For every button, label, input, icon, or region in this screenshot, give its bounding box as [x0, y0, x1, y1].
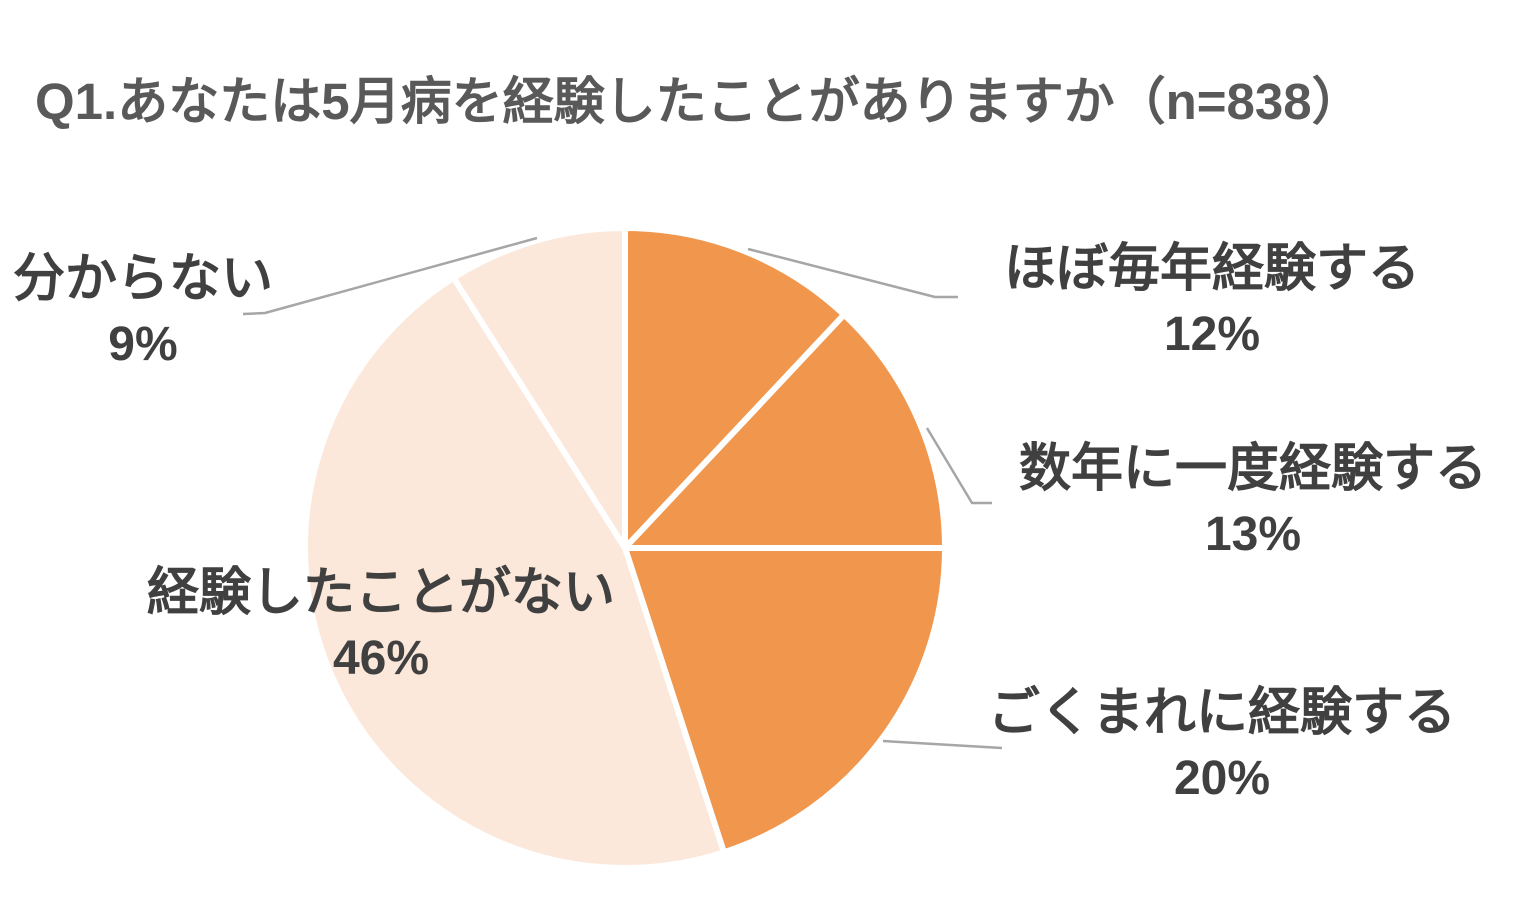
leader-line-slice-1	[925, 427, 992, 505]
pie-slice-2	[622, 545, 948, 856]
slice-percent: 9%	[108, 318, 178, 371]
pie-slice-0	[622, 225, 848, 551]
slice-name: 経験したことがない	[146, 564, 616, 622]
slice-name: ごくまれに経験する	[987, 684, 1457, 742]
slice-label-almost-every-year: ほぼ毎年経験する 12%	[1004, 236, 1420, 368]
slice-percent: 20%	[1173, 752, 1271, 805]
slice-name: 数年に一度経験する	[1018, 440, 1488, 498]
chart-title: Q1.あなたは5月病を経験したことがありますか（n=838）	[35, 73, 1363, 130]
slice-percent: 12%	[1163, 308, 1261, 361]
slice-label-dont-know: 分からない 9%	[13, 246, 273, 378]
slice-percent: 46%	[332, 632, 430, 685]
slice-name: ほぼ毎年経験する	[1003, 240, 1421, 298]
leader-line-slice-2	[882, 739, 1003, 750]
pie-slice-1	[622, 311, 948, 551]
slice-label-once-in-several-years: 数年に一度経験する 13%	[1019, 436, 1487, 568]
slice-label-never-experienced: 経験したことがない 46%	[147, 560, 615, 692]
slice-percent: 13%	[1204, 508, 1302, 561]
slice-name: 分からない	[12, 250, 274, 308]
leader-line-slice-0	[747, 247, 958, 299]
pie-slice-4	[450, 225, 628, 551]
slice-label-very-rarely: ごくまれに経験する 20%	[988, 680, 1456, 812]
pie-slice-3	[301, 274, 727, 871]
leader-line-slice-4	[242, 236, 538, 316]
